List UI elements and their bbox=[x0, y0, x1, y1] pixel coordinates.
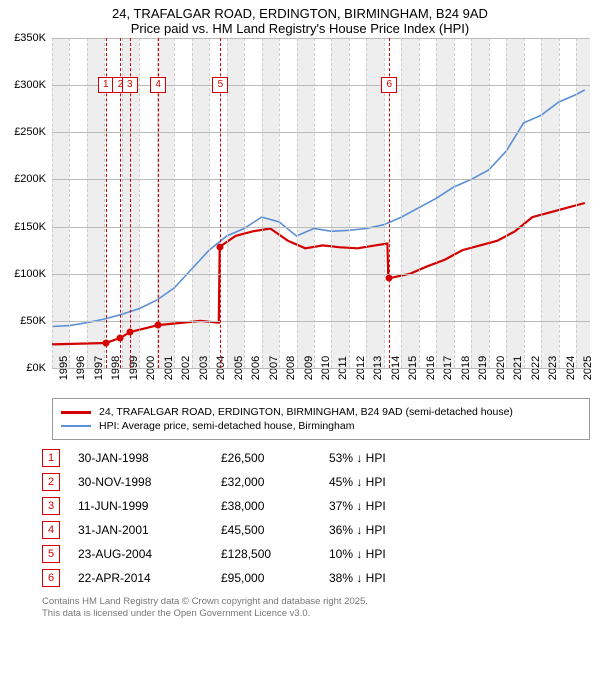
table-row: 3 11-JUN-1999 £38,000 37% ↓ HPI bbox=[42, 494, 590, 518]
chart-container: 24, TRAFALGAR ROAD, ERDINGTON, BIRMINGHA… bbox=[0, 0, 600, 621]
ytick: £50K bbox=[20, 315, 52, 327]
legend-swatch bbox=[61, 425, 91, 427]
marker-label: 3 bbox=[122, 77, 138, 93]
footer-line1: Contains HM Land Registry data © Crown c… bbox=[42, 596, 590, 608]
tx-diff: 45% ↓ HPI bbox=[329, 475, 439, 489]
title-address: 24, TRAFALGAR ROAD, ERDINGTON, BIRMINGHA… bbox=[10, 6, 590, 21]
tx-diff: 37% ↓ HPI bbox=[329, 499, 439, 513]
table-row: 5 23-AUG-2004 £128,500 10% ↓ HPI bbox=[42, 542, 590, 566]
tx-price: £26,500 bbox=[221, 451, 311, 465]
tx-number: 6 bbox=[42, 569, 60, 587]
ytick: £350K bbox=[14, 32, 52, 44]
tx-price: £32,000 bbox=[221, 475, 311, 489]
footer-line2: This data is licensed under the Open Gov… bbox=[42, 608, 590, 620]
marker-label: 6 bbox=[381, 77, 397, 93]
tx-date: 31-JAN-2001 bbox=[78, 523, 203, 537]
data-attribution: Contains HM Land Registry data © Crown c… bbox=[42, 596, 590, 621]
tx-diff: 38% ↓ HPI bbox=[329, 571, 439, 585]
tx-number: 3 bbox=[42, 497, 60, 515]
tx-price: £38,000 bbox=[221, 499, 311, 513]
table-row: 4 31-JAN-2001 £45,500 36% ↓ HPI bbox=[42, 518, 590, 542]
tx-date: 30-NOV-1998 bbox=[78, 475, 203, 489]
tx-diff: 10% ↓ HPI bbox=[329, 547, 439, 561]
tx-number: 2 bbox=[42, 473, 60, 491]
chart-title: 24, TRAFALGAR ROAD, ERDINGTON, BIRMINGHA… bbox=[0, 0, 600, 38]
plot-area: 1995199619971998199920002001200220032004… bbox=[52, 38, 590, 368]
tx-price: £128,500 bbox=[221, 547, 311, 561]
tx-date: 23-AUG-2004 bbox=[78, 547, 203, 561]
tx-number: 1 bbox=[42, 449, 60, 467]
tx-number: 5 bbox=[42, 545, 60, 563]
table-row: 6 22-APR-2014 £95,000 38% ↓ HPI bbox=[42, 566, 590, 590]
ytick: £300K bbox=[14, 79, 52, 91]
ytick: £100K bbox=[14, 268, 52, 280]
tx-date: 30-JAN-1998 bbox=[78, 451, 203, 465]
tx-diff: 53% ↓ HPI bbox=[329, 451, 439, 465]
transaction-point bbox=[217, 243, 224, 250]
transaction-point bbox=[126, 329, 133, 336]
marker-label: 1 bbox=[98, 77, 114, 93]
table-row: 1 30-JAN-1998 £26,500 53% ↓ HPI bbox=[42, 446, 590, 470]
transaction-table: 1 30-JAN-1998 £26,500 53% ↓ HPI 2 30-NOV-1998… bbox=[42, 446, 590, 590]
title-subtitle: Price paid vs. HM Land Registry's House … bbox=[10, 21, 590, 36]
tx-date: 22-APR-2014 bbox=[78, 571, 203, 585]
ytick: £150K bbox=[14, 221, 52, 233]
tx-price: £95,000 bbox=[221, 571, 311, 585]
legend-label: HPI: Average price, semi-detached house,… bbox=[99, 420, 354, 432]
legend-label: 24, TRAFALGAR ROAD, ERDINGTON, BIRMINGHA… bbox=[99, 406, 513, 418]
transaction-point bbox=[386, 275, 393, 282]
tx-price: £45,500 bbox=[221, 523, 311, 537]
transaction-point bbox=[155, 322, 162, 329]
series-hpi bbox=[52, 90, 585, 327]
transaction-point bbox=[117, 334, 124, 341]
legend: 24, TRAFALGAR ROAD, ERDINGTON, BIRMINGHA… bbox=[52, 398, 590, 440]
marker-label: 5 bbox=[212, 77, 228, 93]
ytick: £250K bbox=[14, 126, 52, 138]
marker-label: 4 bbox=[150, 77, 166, 93]
legend-row: HPI: Average price, semi-detached house,… bbox=[61, 419, 581, 433]
table-row: 2 30-NOV-1998 £32,000 45% ↓ HPI bbox=[42, 470, 590, 494]
ytick: £0K bbox=[26, 362, 52, 374]
tx-number: 4 bbox=[42, 521, 60, 539]
ytick: £200K bbox=[14, 173, 52, 185]
legend-swatch bbox=[61, 411, 91, 414]
transaction-point bbox=[102, 340, 109, 347]
tx-date: 11-JUN-1999 bbox=[78, 499, 203, 513]
tx-diff: 36% ↓ HPI bbox=[329, 523, 439, 537]
legend-row: 24, TRAFALGAR ROAD, ERDINGTON, BIRMINGHA… bbox=[61, 405, 581, 419]
